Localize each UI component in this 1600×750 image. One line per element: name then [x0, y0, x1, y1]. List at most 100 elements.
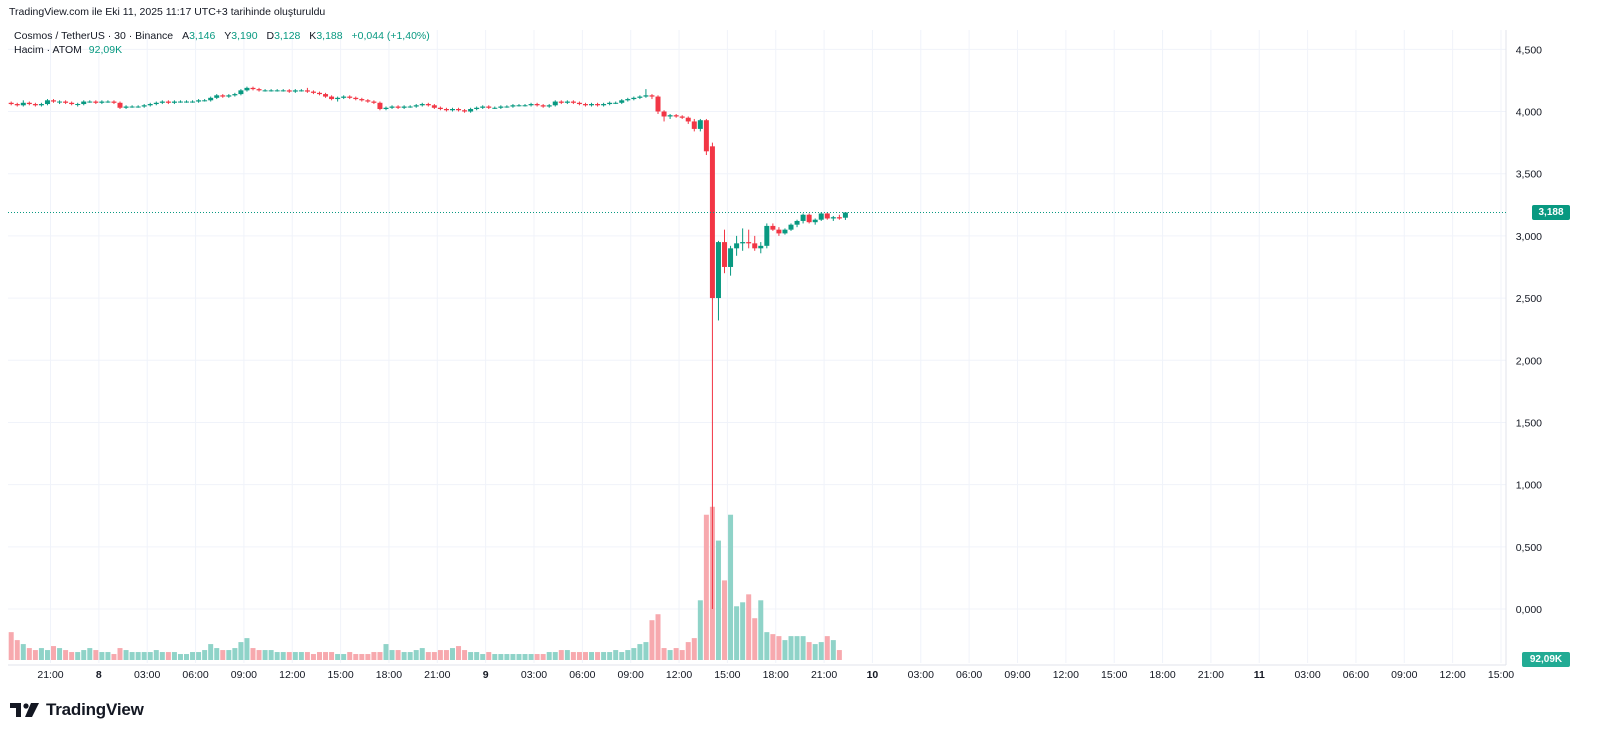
candle-body	[105, 101, 111, 103]
chart-grid	[8, 30, 1507, 666]
volume-bar	[486, 652, 492, 660]
volume-bar	[292, 652, 298, 660]
volume-label[interactable]: Hacim · ATOM	[14, 44, 82, 56]
volume-bar	[510, 654, 516, 660]
volume-bar	[667, 650, 673, 660]
volume-bar	[456, 646, 462, 660]
volume-bar	[141, 652, 147, 660]
volume-bar	[661, 648, 667, 660]
volume-bar	[262, 650, 268, 660]
candle-body	[353, 97, 359, 100]
symbol-label[interactable]: Cosmos / TetherUS · 30 · Binance	[14, 30, 174, 42]
x-tick-label: 12:00	[1440, 669, 1466, 681]
volume-bar	[190, 652, 196, 660]
volume-bar	[63, 650, 69, 660]
candle-body	[709, 146, 715, 299]
volume-bar	[51, 646, 57, 660]
volume-bar	[117, 648, 123, 660]
candle-body	[661, 111, 667, 117]
volume-bar	[649, 620, 655, 660]
volume-bar	[728, 514, 734, 660]
candle-body	[722, 242, 728, 267]
candle-body	[329, 96, 335, 100]
candle-body	[292, 90, 298, 92]
candle-body	[589, 104, 595, 106]
y-tick-label: 0,000	[1516, 604, 1542, 616]
x-tick-label: 12:00	[279, 669, 305, 681]
candle-body	[280, 90, 286, 92]
volume-bar	[715, 540, 721, 660]
candle-body	[371, 101, 377, 103]
volume-bar	[329, 652, 335, 660]
volume-bar	[20, 644, 26, 660]
last-price-badge: 3,188	[1532, 204, 1570, 220]
volume-bar	[613, 650, 619, 660]
x-tick-label: 15:00	[1488, 669, 1514, 681]
candle-body	[631, 97, 637, 100]
volume-bar	[703, 514, 709, 660]
volume-bar	[770, 634, 776, 660]
candle-body	[87, 101, 93, 103]
candle-body	[830, 217, 836, 219]
volume-bar	[776, 636, 782, 660]
y-tick-label: 2,500	[1516, 293, 1542, 305]
volume-bar	[516, 654, 522, 660]
volume-bar	[504, 654, 510, 660]
y-tick-label: 4,000	[1516, 107, 1542, 119]
candle-body	[740, 242, 746, 244]
candle-body	[601, 104, 607, 106]
candle-body	[286, 90, 292, 92]
volume-bar	[202, 650, 208, 660]
candle-body	[697, 120, 703, 129]
candle-body	[449, 109, 455, 111]
candle-body	[625, 99, 631, 101]
candle-body	[576, 102, 582, 105]
volume-bar	[468, 652, 474, 660]
volume-bar	[673, 648, 679, 660]
volume-bar	[280, 652, 286, 660]
candle-body	[147, 104, 153, 106]
volume-bar	[359, 654, 365, 660]
tradingview-logo[interactable]: TradingView	[10, 700, 144, 720]
candle-body	[208, 97, 214, 101]
candle-body	[788, 224, 794, 230]
volume-bar	[220, 650, 226, 660]
volume-bar	[431, 652, 437, 660]
volume-bar	[528, 654, 534, 660]
volume-bar	[123, 650, 129, 660]
candle-body	[691, 121, 697, 129]
volume-bars	[8, 506, 842, 660]
candle-body	[558, 101, 564, 103]
volume-bar	[286, 652, 292, 660]
y-tick-label: 0,500	[1516, 542, 1542, 554]
candle-body	[32, 104, 38, 106]
brand-name: TradingView	[46, 700, 144, 719]
volume-bar	[184, 654, 190, 660]
volume-bar	[619, 652, 625, 660]
candles	[8, 86, 848, 609]
candle-body	[607, 102, 613, 105]
candle-body	[431, 105, 437, 108]
volume-bar	[365, 654, 371, 660]
volume-bar	[480, 654, 486, 660]
candle-body	[456, 109, 462, 111]
volume-bar	[462, 650, 468, 660]
candle-body	[673, 115, 679, 117]
volume-bar	[171, 652, 177, 660]
candle-body	[214, 95, 220, 98]
volume-bar	[298, 652, 304, 660]
x-tick-label: 06:00	[956, 669, 982, 681]
candle-body	[75, 104, 81, 106]
volume-bar	[474, 652, 480, 660]
x-tick-label: 9	[483, 669, 489, 681]
volume-bar	[44, 650, 50, 660]
volume-bar	[111, 654, 117, 660]
open-key: A	[182, 30, 190, 42]
candle-body	[383, 107, 389, 110]
volume-bar	[87, 648, 93, 660]
y-tick-label: 1,500	[1516, 417, 1542, 429]
volume-bar	[214, 648, 220, 660]
volume-bar	[129, 652, 135, 660]
candle-body	[655, 96, 661, 112]
